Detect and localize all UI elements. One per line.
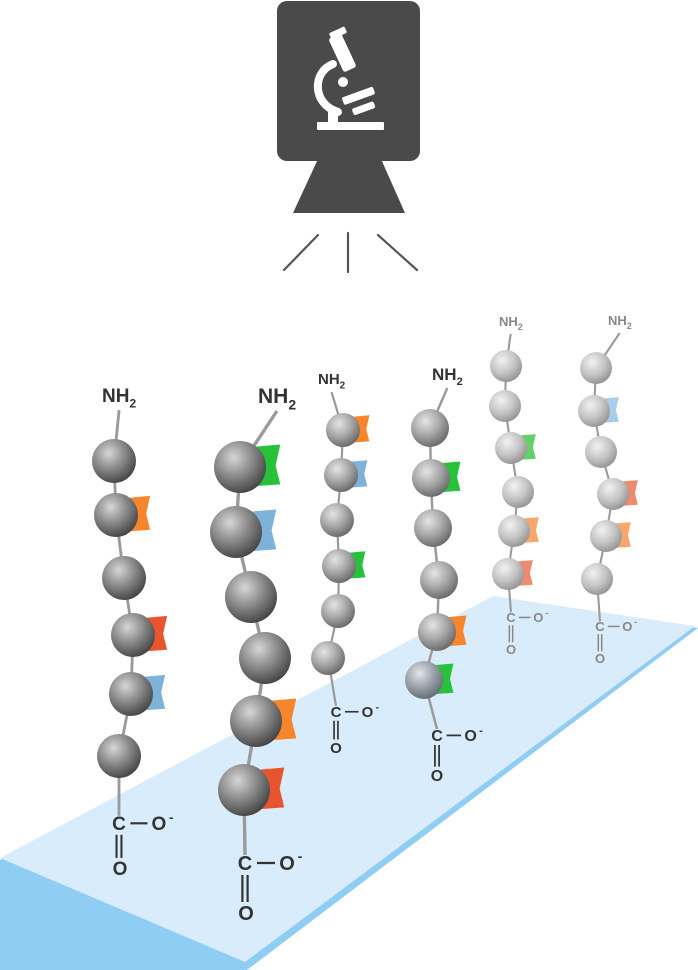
amino-acid-bead [320,503,354,537]
c-terminus-group: C O -O [330,701,379,757]
amino-acid-bead [214,441,266,493]
oxygen-label: O [431,768,443,785]
negative-charge-label: - [298,848,303,864]
carbon-label: C [506,610,516,625]
amino-acid-bead [97,734,141,778]
amino-acid-bead [578,395,610,427]
amino-acid-bead [580,352,612,384]
oxygen-label: O [533,610,543,625]
negative-charge-label: - [545,608,548,618]
amino-acid-bead [498,515,530,547]
c-terminus-group: C O -O [238,848,303,925]
light-rays-icon [282,231,419,274]
oxygen-label: O [595,651,605,666]
n-terminus-label: NH2 [318,371,346,392]
amino-acid-bead [418,613,456,651]
oxygen-label: O [464,728,476,745]
amino-acid-bead [420,561,458,599]
c-terminus-group: C O -O [431,725,483,785]
amino-acid-bead [590,520,622,552]
amino-acid-bead [210,506,262,558]
amino-acid-bead [411,409,449,447]
amino-acid-bead [495,432,527,464]
camera-lens-base [293,159,405,213]
amino-acid-bead [239,632,291,684]
amino-acid-bead [492,558,524,590]
amino-acid-bead [225,571,277,623]
c-terminus-group: C O -O [595,617,637,666]
amino-acid-bead [111,613,155,657]
amino-acid-bead [102,556,146,600]
negative-charge-label: - [634,617,637,627]
n-terminus-label: NH2 [432,365,463,388]
amino-acid-bead [109,672,153,716]
c-terminus-group: C O -O [112,809,173,880]
oxygen-label: O [238,903,254,925]
camera-body [277,1,420,161]
amino-acid-bead [597,478,629,510]
oxygen-label: O [330,740,342,757]
amino-acid-bead [321,594,355,628]
carbon-label: C [595,619,605,634]
oxygen-label: O [622,619,632,634]
amino-acid-bead [218,764,270,816]
negative-charge-label: - [169,809,173,824]
amino-acid-bead [581,563,613,595]
microscope-icon [313,26,384,130]
n-terminus-label: NH2 [608,313,632,331]
amino-acid-bead [324,458,358,492]
carbon-label: C [431,728,443,745]
amino-acid-bead [230,695,282,747]
oxygen-label: O [506,642,516,657]
amino-acid-bead [490,350,522,382]
oxygen-label: O [279,853,295,875]
negative-charge-label: - [376,701,380,713]
oxygen-label: O [152,814,167,835]
c-terminus-group: C O -O [506,608,548,657]
glass-slide [0,596,698,970]
amino-acid-bead [405,661,443,699]
negative-charge-label: - [479,725,483,737]
amino-acid-bead [92,439,136,483]
amino-acid-bead [412,459,450,497]
camera-icon [277,1,420,274]
amino-acid-bead [585,436,617,468]
amino-acid-bead [326,413,360,447]
carbon-label: C [238,853,252,875]
amino-acid-bead [94,493,138,537]
n-terminus-label: NH2 [102,386,136,411]
amino-acid-bead [322,549,356,583]
n-terminus-label: NH2 [258,385,296,412]
amino-acid-bead [414,509,452,547]
amino-acid-bead [502,476,534,508]
carbon-label: C [112,814,126,835]
oxygen-label: O [113,859,128,880]
n-terminus-label: NH2 [499,314,523,332]
carbon-label: C [331,704,342,721]
oxygen-label: O [362,704,374,721]
amino-acid-bead [489,390,521,422]
slide-surface [0,596,695,962]
amino-acid-bead [311,641,345,675]
